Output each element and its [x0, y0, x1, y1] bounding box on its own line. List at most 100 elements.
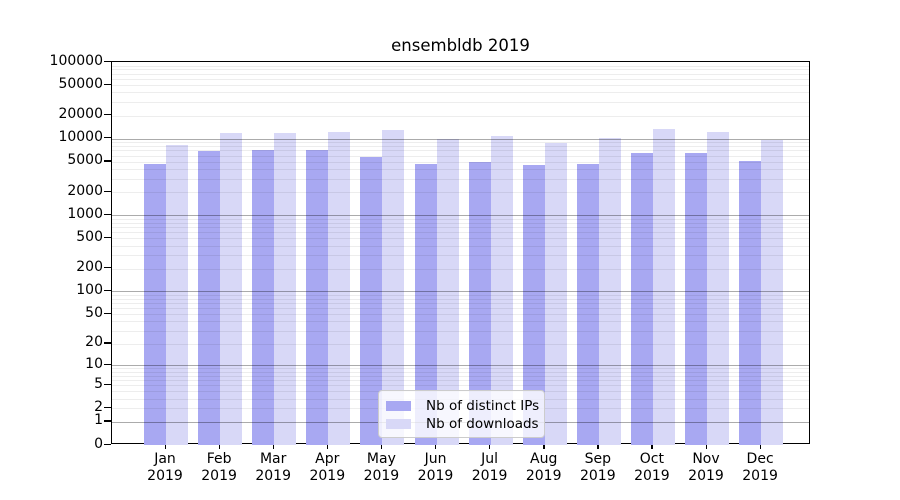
y-tick-mark — [104, 160, 111, 162]
bar-downloads-nov — [707, 131, 729, 445]
x-tick-mark — [326, 444, 329, 449]
gridline-minor — [112, 92, 809, 94]
y-tick-mark — [104, 137, 111, 139]
y-tick-label: 100 — [76, 281, 103, 298]
gridline-major — [112, 291, 809, 293]
bar-downloads-sep — [598, 137, 621, 445]
gridline-minor — [112, 321, 809, 323]
gridline-minor — [112, 85, 809, 87]
bar-distinct-ips-oct — [630, 152, 653, 445]
bar-distinct-ips-feb — [198, 151, 221, 445]
x-tick-label-apr: Apr 2019 — [295, 451, 359, 484]
y-tick-label: 20000 — [58, 106, 103, 123]
gridline-minor — [112, 294, 809, 296]
bar-downloads-aug — [544, 142, 567, 445]
y-tick-mark — [104, 443, 111, 445]
x-tick-year: 2019 — [634, 467, 670, 484]
legend: Nb of distinct IPs Nb of downloads — [378, 390, 545, 438]
x-tick-year: 2019 — [363, 467, 400, 484]
legend-label-downloads: Nb of downloads — [426, 416, 539, 432]
y-tick-mark — [104, 342, 111, 344]
y-tick-mark — [104, 267, 111, 269]
x-tick-month: Feb — [206, 451, 232, 467]
y-tick-label: 1000 — [67, 205, 103, 222]
gridline-minor — [112, 255, 809, 257]
x-tick-label-jul: Jul 2019 — [458, 451, 522, 484]
bar-distinct-ips-nov — [685, 153, 707, 445]
legend-swatch-downloads — [386, 419, 411, 429]
x-tick-year: 2019 — [525, 467, 562, 484]
bar-downloads-oct — [652, 128, 675, 445]
y-tick-label: 500 — [76, 228, 103, 245]
y-tick-label: 100000 — [49, 52, 103, 69]
gridline-minor — [112, 308, 809, 310]
x-tick-label-may: May 2019 — [349, 451, 413, 484]
y-tick-label: 5000 — [67, 152, 103, 169]
gridline-minor — [112, 78, 809, 80]
y-tick-label: 10 — [85, 355, 103, 372]
x-tick-mark — [597, 444, 599, 449]
x-tick-label-sep: Sep 2019 — [566, 451, 630, 484]
bar-distinct-ips-jan — [144, 164, 166, 445]
y-tick-mark — [104, 83, 111, 85]
x-tick-year: 2019 — [742, 467, 778, 484]
y-tick-label: 2000 — [67, 182, 103, 199]
bar-distinct-ips-jun — [414, 164, 437, 445]
y-tick-label: 50000 — [58, 75, 103, 92]
gridline-minor — [112, 238, 809, 240]
gridline-minor — [112, 65, 809, 67]
x-tick-month: Dec — [746, 451, 774, 467]
bar-downloads-apr — [328, 132, 351, 445]
gridline-minor — [112, 115, 809, 117]
x-tick-mark — [218, 444, 220, 449]
y-tick-mark — [104, 190, 111, 192]
bar-distinct-ips-aug — [522, 164, 545, 445]
bar-downloads-jan — [166, 144, 188, 445]
gridline-minor — [112, 73, 809, 75]
y-tick-mark — [104, 383, 111, 386]
x-tick-mark — [435, 444, 437, 449]
gridline-minor — [112, 303, 809, 305]
gridline-minor — [112, 268, 809, 270]
gridline-minor — [112, 218, 809, 220]
y-tick-mark — [104, 236, 111, 239]
x-tick-mark — [272, 444, 275, 449]
y-tick-label: 1 — [94, 412, 103, 429]
x-tick-month: Jan — [154, 451, 176, 467]
gridline-minor — [112, 102, 809, 104]
gridline-minor — [112, 314, 809, 316]
bar-distinct-ips-dec — [739, 160, 762, 445]
x-tick-mark — [164, 444, 166, 449]
y-tick-label: 20 — [85, 334, 103, 351]
gridline-minor — [112, 169, 809, 171]
x-tick-month: Nov — [692, 451, 720, 467]
gridline-minor — [112, 368, 809, 370]
gridline-minor — [112, 380, 809, 382]
x-tick-label-oct: Oct 2019 — [620, 451, 684, 484]
y-tick-mark — [104, 420, 111, 422]
bar-distinct-ips-sep — [576, 164, 599, 445]
x-tick-month: Aug — [530, 451, 558, 467]
x-tick-mark — [543, 444, 545, 449]
x-tick-month: Mar — [259, 451, 287, 467]
x-tick-mark — [651, 444, 653, 449]
gridline-minor — [112, 385, 809, 387]
x-tick-label-jan: Jan 2019 — [133, 451, 197, 484]
bar-downloads-jun — [436, 139, 459, 445]
y-tick-mark — [104, 114, 111, 116]
plot-area — [111, 61, 810, 445]
x-tick-month: Jun — [424, 451, 447, 467]
gridline-minor — [112, 155, 809, 157]
x-tick-mark — [380, 444, 383, 449]
chart-title: ensembldb 2019 — [391, 36, 530, 55]
bar-downloads-feb — [220, 133, 243, 445]
y-tick-label: 50 — [85, 304, 103, 321]
x-tick-label-dec: Dec 2019 — [728, 451, 792, 484]
gridline-minor — [112, 298, 809, 300]
x-tick-label-jun: Jun 2019 — [404, 451, 468, 484]
bar-distinct-ips-mar — [252, 149, 275, 445]
legend-swatch-distinct-ips — [386, 401, 411, 411]
gridline-minor — [112, 375, 809, 377]
y-tick-mark — [104, 289, 111, 292]
x-tick-label-mar: Mar 2019 — [241, 451, 305, 484]
